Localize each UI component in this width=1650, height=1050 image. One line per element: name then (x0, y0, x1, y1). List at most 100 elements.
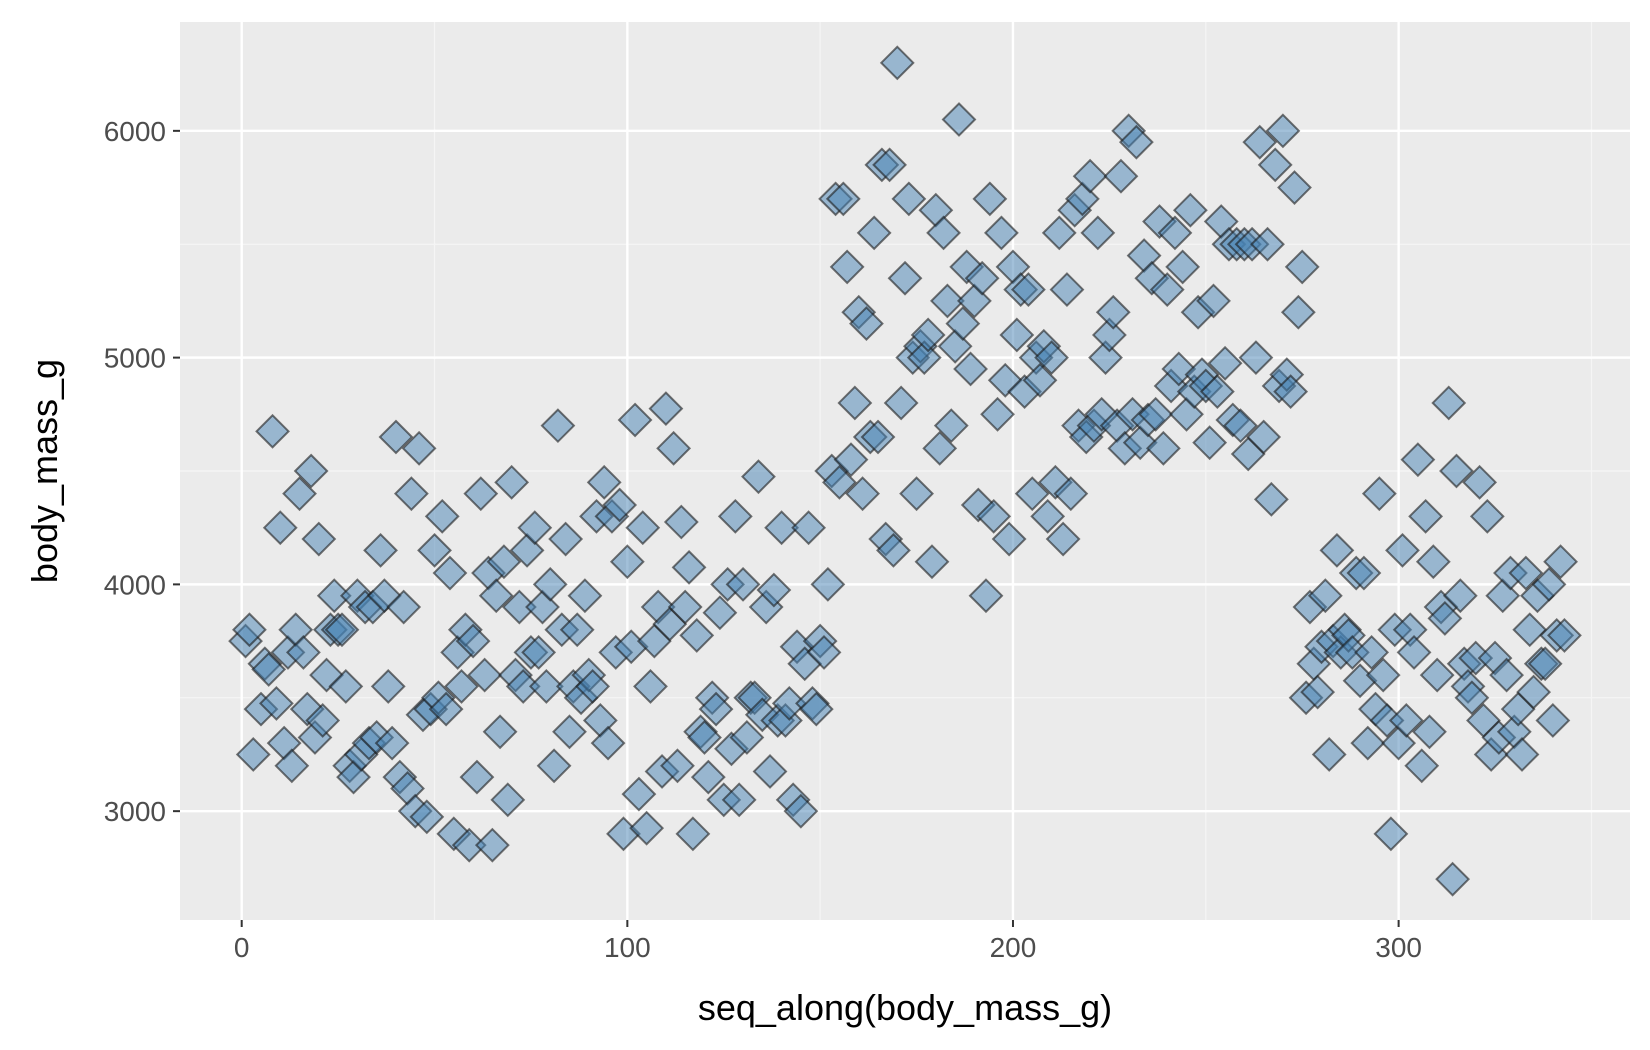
data-point (324, 612, 360, 648)
data-point (444, 669, 479, 704)
data-point (983, 215, 1019, 251)
data-point (1373, 816, 1409, 852)
data-point (806, 634, 842, 670)
data-point (741, 459, 776, 495)
data-point (1439, 453, 1474, 489)
data-point (876, 532, 911, 568)
data-point (1346, 555, 1382, 591)
data-point (849, 306, 884, 342)
data-point (660, 748, 695, 784)
data-point (417, 532, 452, 568)
data-point (282, 476, 317, 512)
data-point (945, 306, 981, 342)
data-point (1512, 612, 1548, 648)
data-point (1400, 442, 1436, 478)
data-point (698, 691, 734, 727)
data-point (559, 612, 595, 648)
data-point (305, 703, 341, 738)
data-point (1014, 476, 1050, 512)
data-point (1145, 430, 1181, 466)
data-point (1469, 498, 1505, 534)
data-point (1419, 657, 1455, 693)
data-point (401, 430, 437, 466)
data-point (725, 566, 761, 602)
data-point (1435, 861, 1471, 897)
data-point (1408, 498, 1444, 534)
data-point (837, 385, 873, 421)
data-point (1149, 272, 1185, 308)
data-point (1354, 634, 1390, 670)
x-tick-label: 0 (234, 932, 250, 963)
data-point (1273, 374, 1309, 410)
data-point (609, 544, 645, 580)
data-point (567, 578, 603, 614)
data-point (633, 669, 668, 704)
data-point (1118, 124, 1154, 160)
data-point (316, 578, 352, 614)
data-point (625, 510, 661, 546)
data-point (463, 476, 499, 512)
data-point (386, 589, 422, 625)
data-point (1277, 170, 1312, 205)
x-tick-label: 300 (1375, 932, 1422, 963)
data-point (1242, 124, 1278, 160)
data-point (702, 595, 738, 631)
y-tick-label: 6000 (104, 116, 166, 147)
data-point (1138, 396, 1174, 432)
data-point (235, 737, 271, 772)
data-point (856, 215, 892, 251)
data-point (1172, 192, 1208, 228)
data-point (825, 181, 861, 217)
data-point (409, 799, 445, 835)
data-point (451, 827, 487, 863)
data-point (1257, 147, 1293, 183)
data-point (1385, 532, 1420, 568)
data-point (791, 510, 827, 546)
data-point (930, 283, 965, 319)
data-point (255, 413, 290, 449)
data-point (374, 725, 410, 761)
data-point (1223, 408, 1258, 444)
data-point (941, 102, 977, 137)
data-point (675, 816, 711, 852)
data-point (1053, 476, 1089, 512)
data-point (1072, 158, 1108, 194)
data-point (663, 504, 699, 540)
data-point (721, 782, 757, 818)
data-point (536, 748, 572, 784)
data-point (783, 793, 819, 829)
data-point (879, 45, 915, 81)
y-tick-label: 3000 (104, 796, 166, 827)
data-point (1365, 657, 1401, 693)
data-point (1454, 680, 1490, 716)
data-point (771, 686, 807, 721)
data-point (521, 634, 557, 670)
data-point (501, 589, 537, 625)
data-point (467, 657, 503, 693)
data-point (1535, 703, 1571, 738)
data-point (459, 759, 495, 795)
data-point (1034, 340, 1069, 376)
data-point (764, 510, 800, 546)
data-point (1319, 532, 1355, 568)
data-point (285, 634, 321, 670)
data-point (1361, 476, 1397, 512)
data-point (717, 498, 753, 534)
data-point (505, 669, 541, 704)
data-point (860, 419, 896, 455)
data-point (933, 408, 969, 444)
data-point (1396, 634, 1432, 670)
data-point (980, 396, 1015, 432)
data-point (1161, 351, 1197, 387)
data-point (1527, 646, 1563, 682)
data-point (1489, 657, 1525, 693)
data-point (1196, 283, 1231, 319)
data-point (822, 464, 857, 500)
data-point (729, 720, 765, 755)
data-point (829, 249, 865, 285)
data-point (528, 669, 564, 704)
data-point (621, 776, 657, 812)
data-point (887, 260, 923, 296)
x-tick-label: 200 (990, 932, 1037, 963)
data-point (798, 691, 834, 727)
